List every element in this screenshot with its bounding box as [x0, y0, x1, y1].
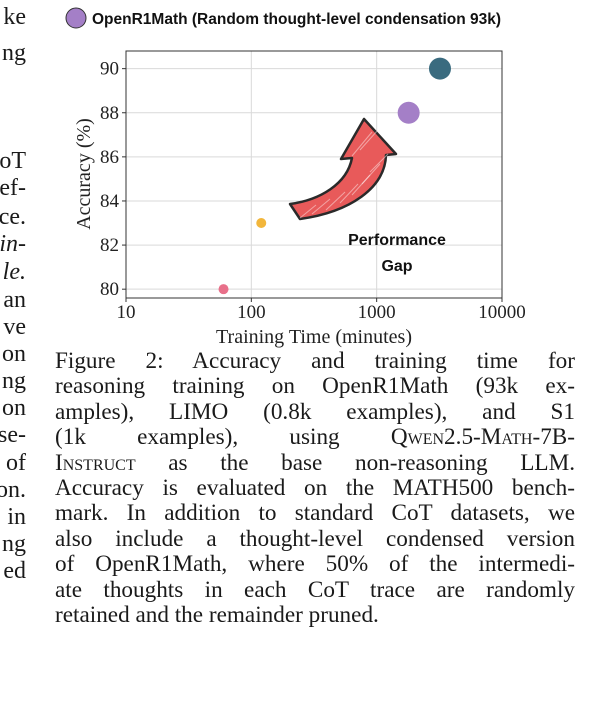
caption-line: mark. In addition to standard CoT datase…	[55, 501, 575, 526]
x-tick-label: 10	[117, 302, 136, 323]
x-tick-label: 1000	[358, 302, 396, 323]
annotation-line-1: Performance	[348, 232, 446, 249]
left-column-fragment: ef-	[0, 175, 26, 201]
y-tick-label: 84	[100, 191, 120, 212]
caption-line: also include a thought-level condensed v…	[55, 525, 575, 552]
caption-segment: reasoning training on OpenR1Math (93k ex…	[55, 373, 575, 400]
left-column-fragment: ng	[2, 368, 26, 394]
y-tick-label: 90	[100, 59, 119, 80]
plot-frame	[125, 50, 503, 299]
left-column-fragment: le.	[2, 259, 26, 285]
data-point	[397, 101, 420, 124]
left-column-fragment: ed	[3, 558, 26, 584]
caption-segment: of OpenR1Math, where 50% of the intermed…	[55, 551, 575, 578]
data-points	[218, 57, 451, 295]
caption-segment: Qwen2.5-Math-7B-	[390, 424, 575, 451]
left-column-fragment: an	[3, 287, 26, 313]
legend-label: OpenR1Math (Random thought-level condens…	[92, 11, 501, 28]
caption-line: of OpenR1Math, where 50% of the intermed…	[55, 552, 575, 577]
data-point	[428, 57, 451, 80]
x-axis-label: Training Time (minutes)	[216, 326, 412, 348]
caption-line: retained and the remainder pruned.	[55, 602, 575, 629]
caption-line: ate thoughts in each CoT trace are rando…	[55, 576, 575, 603]
grid	[125, 51, 503, 298]
y-tick-label: 80	[100, 279, 119, 300]
left-column-fragment: ce.	[0, 204, 26, 230]
left-column-fragment: se-	[0, 422, 26, 448]
left-column-fragment: ng	[2, 531, 26, 557]
caption-segment: Accuracy is evaluated on the MATH500 ben…	[55, 475, 575, 502]
left-column-fragment: ve	[3, 314, 26, 340]
left-column-fragment: on	[2, 395, 26, 421]
caption-segment: ate thoughts in each CoT trace are rando…	[55, 576, 575, 603]
axis-ticks: 10 100 1000 10000 80 82 84 86 88 90	[100, 59, 526, 323]
caption-line: reasoning training on OpenR1Math (93k ex…	[55, 374, 575, 399]
y-tick-label: 88	[100, 103, 119, 124]
left-column-fragment: oT	[0, 148, 26, 174]
x-tick-label: 10000	[478, 302, 526, 323]
data-point	[218, 284, 229, 295]
scatter-chart: OpenR1Math (Random thought-level condens…	[65, 7, 526, 348]
caption-line: amples), LIMO (0.8k examples), and S1	[55, 398, 575, 425]
left-column-fragment: ng	[2, 40, 26, 66]
legend-swatch	[65, 7, 87, 29]
caption-line: Figure 2: Accuracy and training time for	[55, 348, 575, 374]
caption-segment: Instruct	[55, 449, 136, 476]
left-column-fragment: on.	[0, 477, 26, 503]
x-tick-label: 100	[237, 302, 266, 323]
caption-segment: mark. In addition to standard CoT datase…	[55, 500, 575, 527]
legend: OpenR1Math (Random thought-level condens…	[65, 7, 501, 29]
caption-segment: retained and the remainder pruned.	[55, 602, 379, 629]
left-column-fragment: of	[6, 450, 26, 476]
left-column-fragment: in-	[0, 231, 26, 257]
figure-caption: Figure 2: Accuracy and training time for…	[55, 348, 575, 629]
y-tick-label: 82	[100, 235, 119, 256]
figure-2: OpenR1Math (Random thought-level condens…	[65, 7, 526, 348]
y-axis-label: Accuracy (%)	[73, 118, 95, 230]
left-column-fragment: in	[7, 504, 26, 530]
caption-segment: also include a thought-level condensed v…	[55, 525, 575, 552]
caption-line: Accuracy is evaluated on the MATH500 ben…	[55, 475, 575, 502]
left-column-fragment: on	[2, 341, 26, 367]
annotation-line-2: Gap	[381, 258, 412, 275]
y-tick-label: 86	[100, 147, 119, 168]
caption-segment: amples), LIMO (0.8k examples), and S1	[55, 398, 575, 425]
caption-segment: Figure 2: Accuracy and training time for	[55, 348, 575, 374]
left-column-fragment: ke	[3, 4, 26, 30]
caption-segment: as the base non-reasoning LLM.	[135, 449, 575, 476]
data-point	[256, 218, 267, 229]
caption-line: (1k examples), using Qwen2.5-Math-7B-	[55, 425, 575, 450]
caption-line: Instruct as the base non-reasoning LLM.	[55, 449, 575, 476]
left-column-text-fragments: ke ng oT ef-ce. in-le. an ve on ng on se-of on. in ng…	[0, 0, 40, 711]
caption-segment: (1k examples), using	[55, 424, 391, 451]
performance-gap-arrow	[288, 117, 398, 221]
